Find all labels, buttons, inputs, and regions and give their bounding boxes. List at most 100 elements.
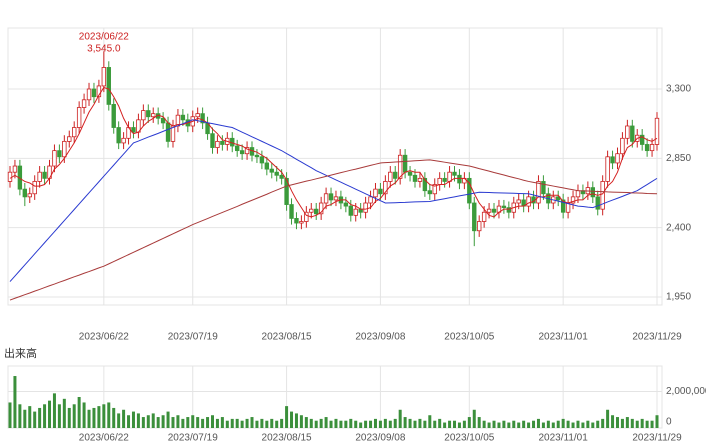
volume-bar [161, 415, 165, 428]
candle-body [610, 156, 615, 164]
volume-bar [571, 422, 575, 428]
candle-body [432, 184, 437, 195]
volume-bar [527, 422, 531, 428]
volume-bar [210, 415, 214, 428]
volume-bar [201, 418, 205, 428]
candle-body [437, 177, 442, 185]
candle-body [417, 177, 423, 182]
candle-body [32, 181, 37, 195]
candle-body [615, 153, 620, 164]
candle-body [165, 122, 171, 142]
x-tick-label: 2023/07/19 [168, 433, 218, 444]
volume-bar [97, 406, 101, 428]
x-tick-label: 2023/08/15 [262, 332, 312, 343]
volume-bar [517, 422, 521, 428]
volume-bar [77, 397, 81, 428]
volume-bar [87, 409, 91, 428]
volume-bar [403, 417, 407, 428]
volume-bar [650, 420, 654, 428]
volume-bar [418, 418, 422, 428]
volume-bar [354, 420, 358, 428]
volume-bar [522, 420, 526, 428]
volume-bar [492, 420, 496, 428]
candle-body [630, 125, 635, 142]
volume-bar [230, 418, 234, 428]
volume-title: 出来高 [4, 346, 37, 360]
volume-bar [349, 418, 353, 428]
volume-bar [640, 418, 644, 428]
candle-body [600, 181, 605, 210]
volume-bar [176, 415, 180, 428]
volume-bar [591, 422, 595, 428]
x-tick-label: 2023/06/22 [79, 433, 129, 444]
volume-bar [606, 409, 610, 428]
volume-bar [398, 409, 402, 428]
volume-bar [62, 398, 66, 428]
candle-body [101, 67, 107, 87]
x-tick-label: 2023/11/01 [539, 332, 589, 343]
ma-line [9, 119, 658, 282]
candle-body [146, 110, 151, 118]
candle-body [348, 205, 353, 216]
candle-body [644, 144, 650, 152]
volume-bar [304, 417, 308, 428]
volume-bar [566, 420, 570, 428]
volume-bar [453, 420, 457, 428]
candle-body [96, 85, 102, 98]
candle-body [86, 88, 92, 101]
y-tick-label: 3,300 [666, 84, 691, 95]
candle-body [210, 133, 215, 148]
volume-bar [127, 415, 131, 428]
ma-line [9, 159, 658, 301]
candle-body [452, 171, 457, 176]
candle-body [620, 137, 625, 155]
candle-body [575, 190, 581, 198]
candle-body [407, 171, 413, 176]
candle-body [284, 177, 289, 205]
y-tick-label: 2,000,000 [666, 386, 706, 397]
candle-body [442, 177, 447, 182]
volume-bar [477, 417, 481, 428]
candle-body [116, 127, 121, 144]
candle-body [314, 208, 319, 215]
volume-bar [655, 415, 659, 428]
volume-bar [339, 420, 343, 428]
volume-bar [18, 404, 22, 428]
candle-body [368, 196, 373, 204]
volume-bar [344, 420, 348, 428]
volume-bar [443, 422, 447, 428]
volume-bar [57, 404, 61, 428]
candle-body [556, 196, 561, 201]
volume-bar [52, 393, 56, 428]
volume-bar [166, 411, 170, 428]
volume-bar [512, 420, 516, 428]
volume-bar [373, 418, 377, 428]
volume-bar [596, 420, 600, 428]
volume-bar [235, 418, 239, 428]
x-tick-label: 2023/10/05 [444, 433, 494, 444]
candle-body [27, 193, 32, 198]
volume-bar [359, 422, 363, 428]
candle-body [472, 202, 477, 232]
volume-bar [532, 420, 536, 428]
candle-body [654, 117, 660, 145]
volume-bar [541, 422, 545, 428]
candle-body [160, 117, 166, 124]
volume-bar [413, 420, 417, 428]
volume-bar [472, 409, 476, 428]
x-tick-label: 2023/11/29 [632, 433, 682, 444]
candle-body [516, 199, 521, 204]
candle-body [72, 127, 77, 138]
volume-bar [408, 418, 412, 428]
candle-body [7, 171, 13, 182]
volume-bar [290, 411, 294, 428]
volume-bar [151, 413, 155, 428]
y-tick-label: 1,950 [666, 292, 691, 303]
candle-body [37, 171, 42, 182]
candle-body [294, 218, 299, 224]
volume-frame [7, 365, 663, 429]
x-tick-label: 2023/06/22 [79, 332, 129, 343]
volume-bar [102, 404, 106, 428]
candle-body [180, 114, 186, 121]
volume-bar [38, 407, 42, 428]
